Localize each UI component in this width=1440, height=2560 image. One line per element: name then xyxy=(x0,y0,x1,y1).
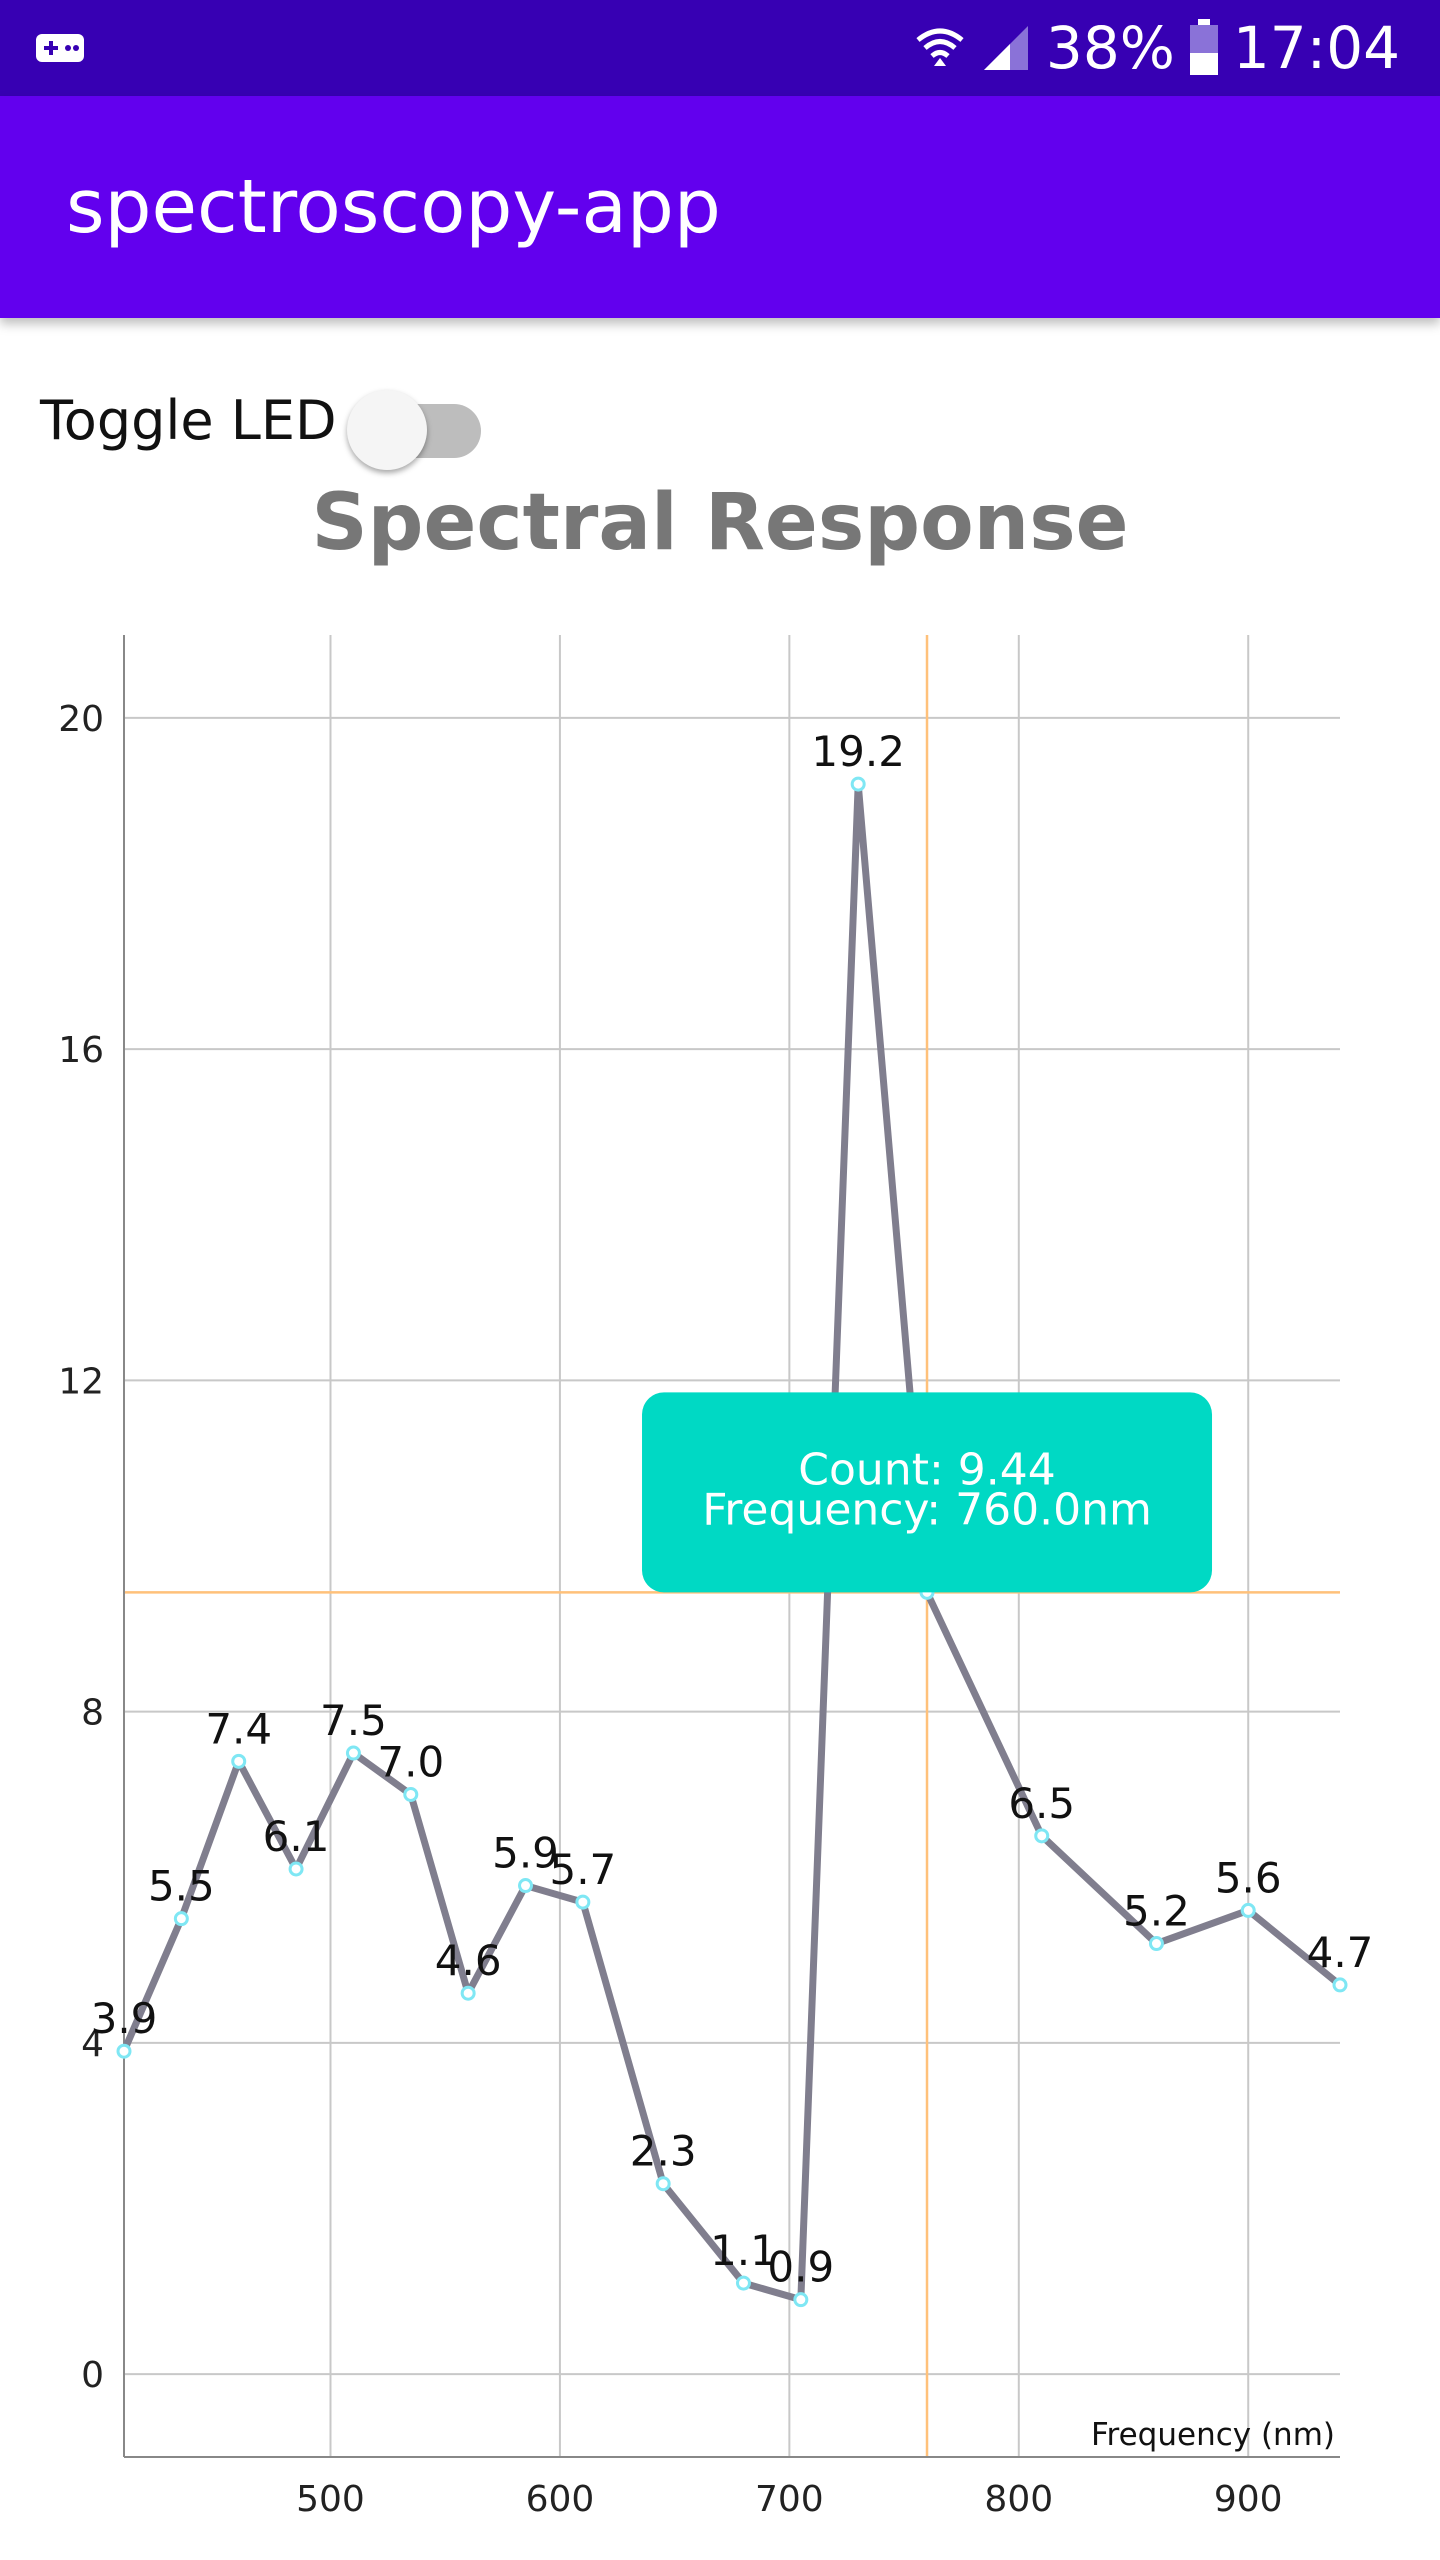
data-label: 3.9 xyxy=(91,1994,158,2043)
data-point[interactable] xyxy=(1034,1828,1050,1844)
x-tick-label: 700 xyxy=(755,2479,824,2520)
data-point[interactable] xyxy=(793,2292,809,2308)
data-point[interactable] xyxy=(850,776,866,792)
switch-thumb[interactable] xyxy=(346,390,427,470)
y-tick-label: 8 xyxy=(81,1693,104,1734)
x-axis-label: Frequency (nm) xyxy=(1091,2417,1335,2453)
data-point[interactable] xyxy=(575,1894,591,1910)
data-point[interactable] xyxy=(231,1753,247,1769)
data-label: 7.5 xyxy=(320,1696,387,1745)
series-line xyxy=(120,780,1343,2304)
data-label: 7.4 xyxy=(205,1704,272,1753)
data-point[interactable] xyxy=(1332,1977,1348,1993)
data-label: 5.2 xyxy=(1123,1887,1190,1936)
spectral-chart[interactable]: 500 600 700 800 900 0 4 8 12 16 20 Frequency (nm) 3… xyxy=(0,600,1440,2560)
data-label: 2.3 xyxy=(630,2127,697,2176)
data-label: 5.5 xyxy=(148,1862,215,1911)
tooltip-frequency: Frequency: 760.0nm xyxy=(702,1484,1152,1535)
battery-icon xyxy=(1189,19,1218,75)
data-point[interactable] xyxy=(173,1911,189,1927)
data-label: 4.7 xyxy=(1307,1928,1374,1977)
data-label: 7.0 xyxy=(377,1737,444,1786)
toggle-led-switch[interactable] xyxy=(346,380,487,470)
battery-percent: 38% xyxy=(1045,14,1175,82)
data-point[interactable] xyxy=(403,1786,419,1802)
y-tick-label: 20 xyxy=(58,699,104,740)
data-point[interactable] xyxy=(1240,1902,1256,1918)
data-label: 5.9 xyxy=(492,1829,559,1878)
data-label: 6.5 xyxy=(1008,1779,1075,1828)
data-point[interactable] xyxy=(116,2043,132,2059)
data-label: 4.6 xyxy=(435,1936,502,1985)
toggle-led-label: Toggle LED xyxy=(40,388,337,452)
gamepad-icon xyxy=(36,34,84,62)
data-label: 5.7 xyxy=(549,1845,616,1894)
app-bar: spectroscopy-app xyxy=(0,96,1440,318)
data-point[interactable] xyxy=(1148,1936,1164,1952)
data-point[interactable] xyxy=(460,1985,476,2001)
y-tick-label: 4 xyxy=(81,2024,104,2065)
data-label: 6.1 xyxy=(263,1812,330,1861)
data-point[interactable] xyxy=(735,2275,751,2291)
x-tick-label: 600 xyxy=(526,2479,595,2520)
data-point[interactable] xyxy=(288,1861,304,1877)
chart-title: Spectral Response xyxy=(311,478,1129,568)
data-point[interactable] xyxy=(518,1878,534,1894)
app-title: spectroscopy-app xyxy=(66,164,721,250)
y-tick-label: 16 xyxy=(58,1030,104,1071)
y-tick-label: 0 xyxy=(81,2355,104,2396)
toggle-led-row: Toggle LED xyxy=(40,380,487,470)
data-point[interactable] xyxy=(345,1745,361,1761)
x-tick-label: 800 xyxy=(984,2479,1053,2520)
tooltip-box xyxy=(642,1392,1213,1593)
clock: 17:04 xyxy=(1232,14,1400,82)
data-label: 0.9 xyxy=(767,2243,834,2292)
signal-icon xyxy=(983,26,1028,70)
wifi-icon xyxy=(916,28,964,66)
x-tick-label: 500 xyxy=(296,2479,365,2520)
data-label: 1.1 xyxy=(710,2226,777,2275)
status-bar: 38% 17:04 xyxy=(0,0,1440,96)
x-tick-label: 900 xyxy=(1214,2479,1283,2520)
data-point[interactable] xyxy=(655,2176,671,2192)
tooltip-count: Count: 9.44 xyxy=(798,1444,1055,1495)
data-label: 5.6 xyxy=(1215,1853,1282,1902)
y-tick-label: 12 xyxy=(58,1361,104,1402)
data-label: 19.2 xyxy=(811,727,905,776)
